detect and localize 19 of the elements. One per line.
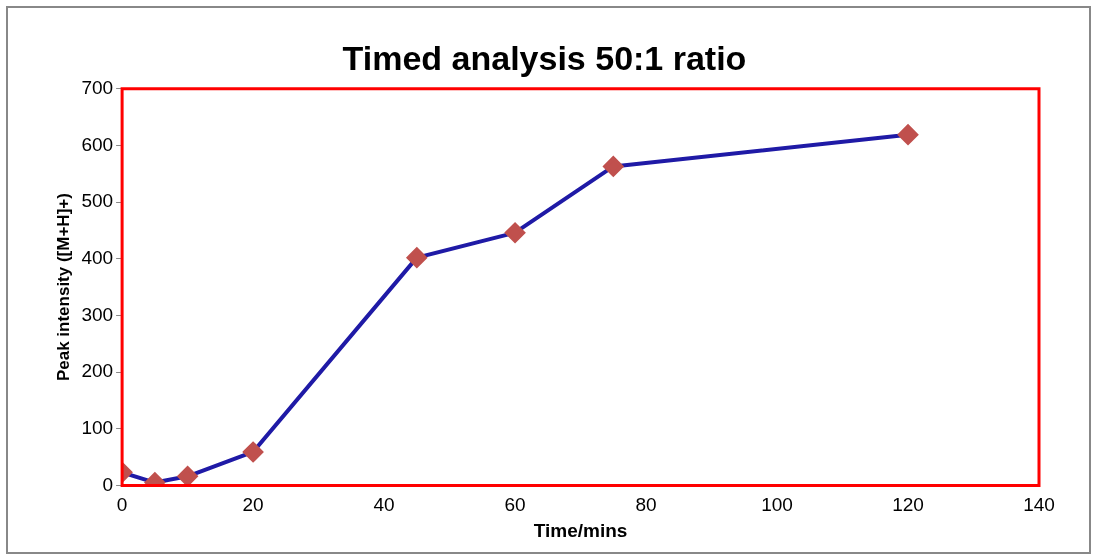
x-tick-label: 0	[116, 494, 128, 516]
x-tick-label: 120	[892, 494, 924, 516]
x-tick-label: 100	[761, 494, 793, 516]
y-tick-label: 700	[81, 77, 114, 99]
chart-title: Timed analysis 50:1 ratio	[342, 38, 747, 77]
x-axis-title: Time/mins	[533, 519, 628, 541]
x-tick-label: 140	[1023, 494, 1055, 516]
y-tick-label: 100	[81, 416, 114, 438]
y-tick-label: 600	[81, 133, 114, 155]
y-tick-label: 200	[81, 360, 114, 382]
y-tick-label: 400	[81, 247, 114, 269]
y-tick-label: 300	[81, 303, 114, 325]
x-tick-label: 80	[635, 494, 657, 516]
x-tick-label: 20	[242, 494, 264, 516]
y-tick-label: 500	[81, 190, 114, 212]
y-tick-label: 0	[102, 473, 114, 495]
x-tick-label: 60	[504, 494, 526, 516]
y-axis-title: Peak intensity ([M+H]+)	[53, 193, 73, 382]
x-tick-label: 40	[373, 494, 395, 516]
